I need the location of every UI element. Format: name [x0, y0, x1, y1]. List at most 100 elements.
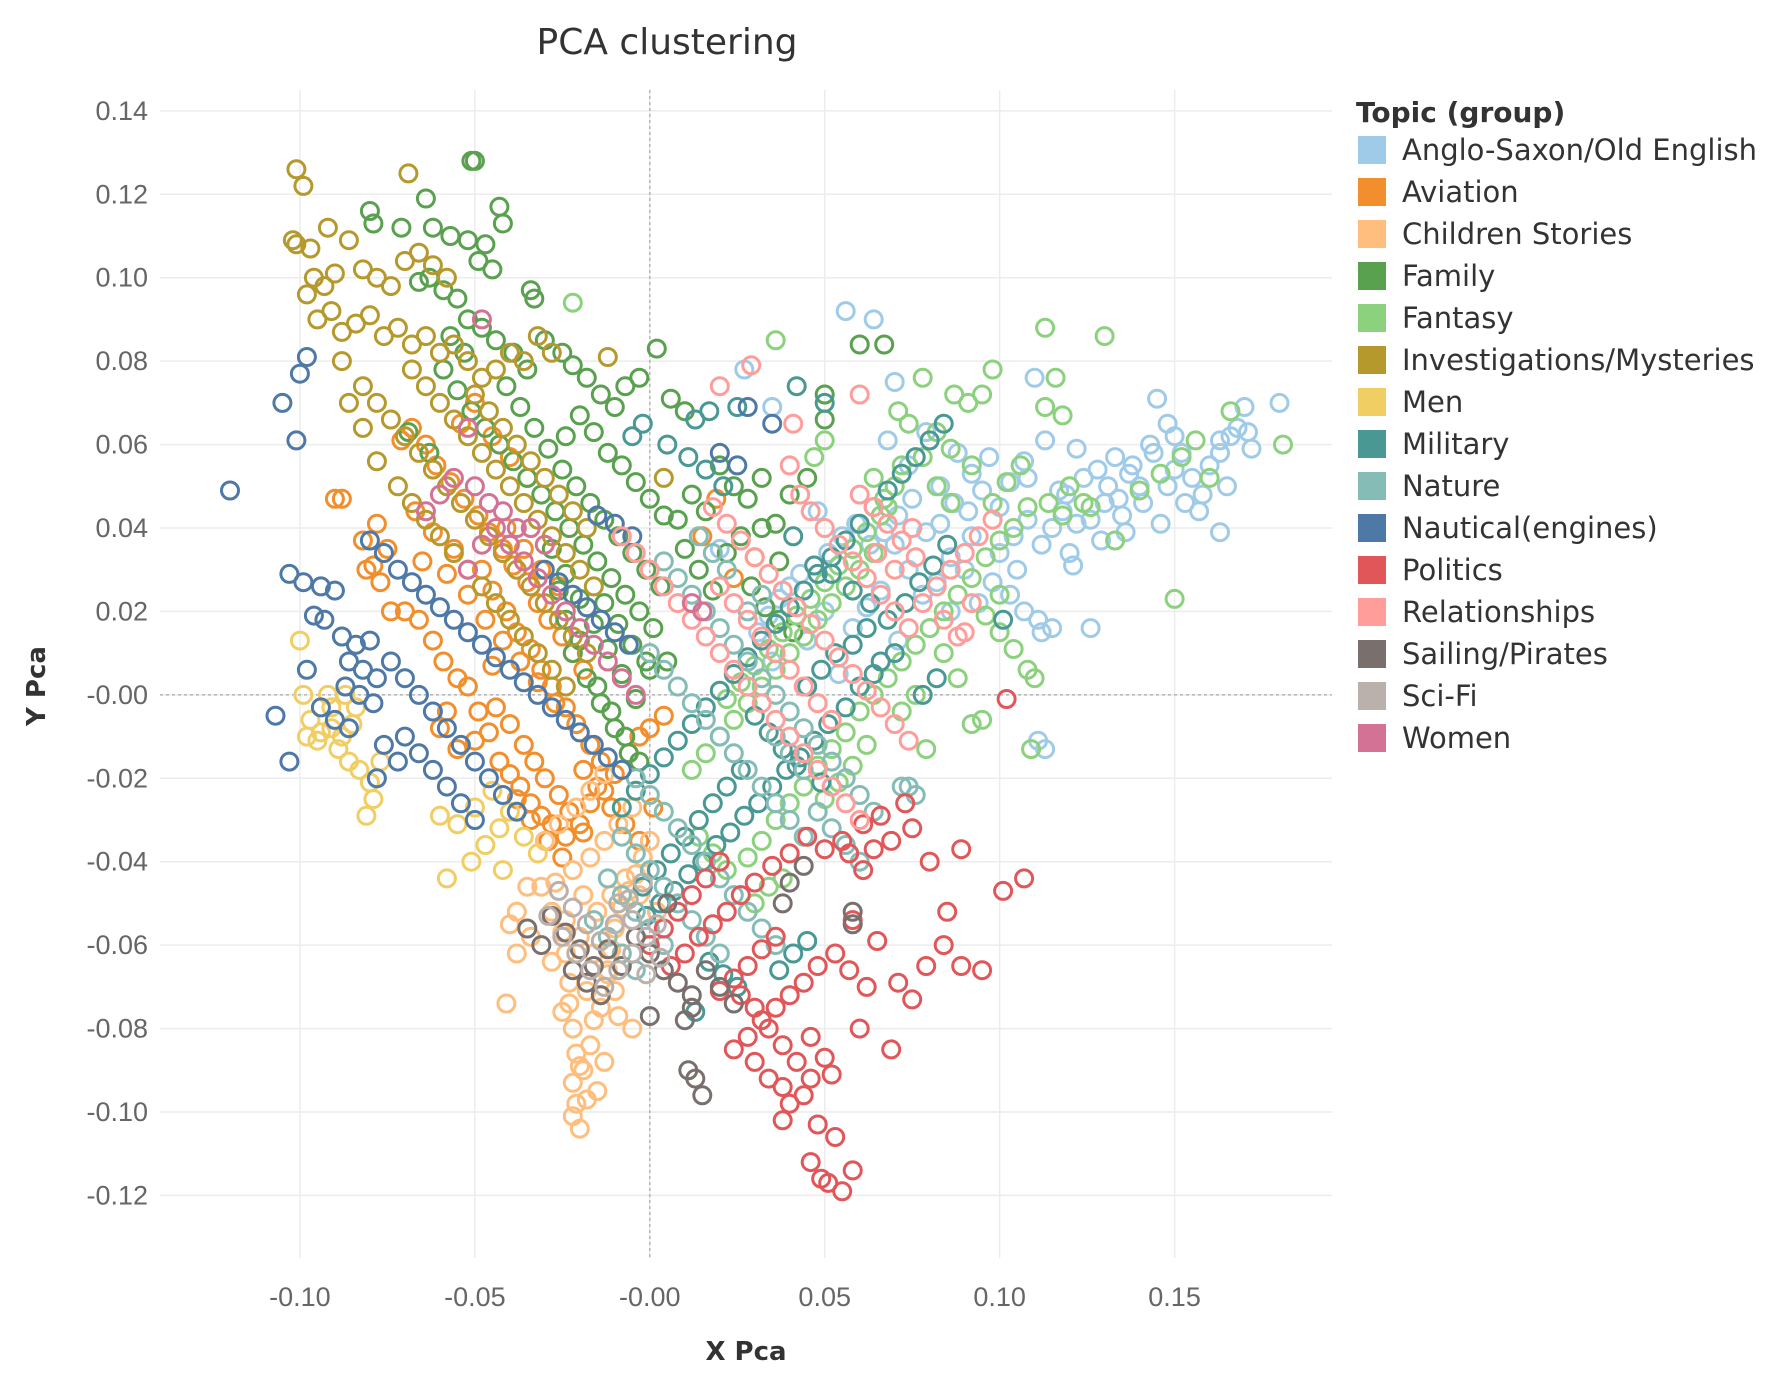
data-point	[408, 684, 429, 705]
data-point	[989, 543, 1010, 563]
legend-label: Nautical(engines)	[1402, 511, 1658, 545]
data-point	[338, 230, 359, 251]
data-point	[387, 751, 408, 772]
data-point	[1080, 497, 1101, 518]
chart-title: PCA clustering	[536, 22, 797, 63]
data-point	[916, 522, 937, 543]
data-point	[867, 543, 888, 563]
data-point	[888, 972, 909, 993]
series-group	[282, 159, 674, 697]
data-point	[919, 851, 940, 872]
data-point	[797, 826, 818, 847]
data-point	[513, 538, 534, 559]
data-point	[695, 697, 716, 718]
data-point	[296, 726, 317, 747]
series-group	[220, 347, 783, 830]
data-point	[716, 559, 737, 580]
data-point	[345, 634, 366, 655]
data-point	[713, 476, 734, 497]
data-point	[856, 568, 877, 589]
y-axis-ticks: 0.14 0.12 0.10 0.08 0.06 0.04 0.02 -0.00 -0.02 -0…	[86, 96, 148, 1211]
data-point	[562, 860, 583, 881]
data-point	[632, 872, 653, 893]
data-point	[422, 217, 443, 238]
data-point	[331, 351, 352, 372]
data-point	[520, 451, 541, 472]
data-point	[849, 334, 870, 355]
data-point	[1164, 426, 1185, 447]
x-axis-title: X Pca	[705, 1337, 786, 1367]
data-point	[695, 960, 716, 981]
data-point	[716, 776, 737, 797]
data-point	[797, 931, 818, 951]
data-point	[744, 1051, 765, 1072]
legend-label: Aviation	[1402, 175, 1519, 209]
x-tick-label: -0.00	[619, 1282, 681, 1312]
data-point	[842, 1160, 863, 1181]
data-point	[611, 956, 632, 976]
legend-swatch	[1358, 514, 1386, 542]
data-point	[359, 305, 380, 326]
data-point	[548, 814, 569, 835]
data-point	[716, 901, 737, 922]
data-point	[849, 701, 870, 722]
data-point	[849, 810, 870, 830]
data-point	[429, 526, 450, 547]
data-point	[818, 714, 839, 735]
y-tick-label: -0.06	[86, 930, 148, 960]
data-point	[482, 580, 503, 601]
data-point	[996, 472, 1017, 493]
data-point	[527, 593, 548, 614]
data-point	[461, 851, 482, 872]
data-point	[692, 601, 713, 622]
data-point	[615, 726, 636, 747]
data-point	[394, 668, 415, 689]
data-point	[639, 559, 660, 580]
data-point	[737, 488, 758, 509]
data-point	[286, 159, 307, 180]
data-point	[1024, 668, 1045, 689]
data-point	[569, 1056, 590, 1077]
data-point	[923, 555, 944, 576]
data-point	[569, 722, 590, 743]
data-point	[450, 493, 471, 513]
data-point	[884, 372, 905, 392]
data-point	[471, 442, 492, 463]
data-point	[839, 843, 860, 864]
data-point	[636, 926, 657, 947]
data-point	[573, 822, 594, 843]
data-point	[1017, 497, 1038, 518]
data-point	[730, 885, 751, 906]
data-point	[366, 768, 387, 789]
data-point	[422, 255, 443, 276]
data-point	[408, 442, 429, 463]
data-point	[1021, 739, 1042, 760]
data-point	[356, 805, 377, 826]
x-axis-ticks: -0.10 -0.05 -0.00 0.05 0.10 0.15	[269, 1282, 1201, 1312]
data-point	[450, 734, 471, 755]
data-point	[457, 417, 478, 438]
data-point	[772, 1077, 793, 1097]
data-point	[821, 593, 842, 614]
data-point	[723, 743, 744, 764]
data-point	[265, 705, 286, 726]
data-point	[422, 630, 443, 651]
data-point	[758, 1018, 779, 1039]
data-point	[811, 659, 832, 680]
data-point	[737, 847, 758, 868]
data-point	[716, 513, 737, 534]
y-tick-label: -0.12	[86, 1180, 148, 1210]
data-point	[842, 664, 863, 684]
data-point	[475, 234, 496, 255]
data-point	[737, 676, 758, 697]
data-point	[429, 392, 450, 413]
data-point	[436, 868, 457, 889]
data-point	[1042, 618, 1063, 639]
data-point	[926, 668, 947, 689]
data-point	[839, 960, 860, 981]
data-point	[765, 330, 786, 351]
data-point	[471, 534, 492, 555]
data-point	[933, 609, 954, 630]
data-point	[415, 501, 436, 522]
data-point	[524, 417, 545, 438]
